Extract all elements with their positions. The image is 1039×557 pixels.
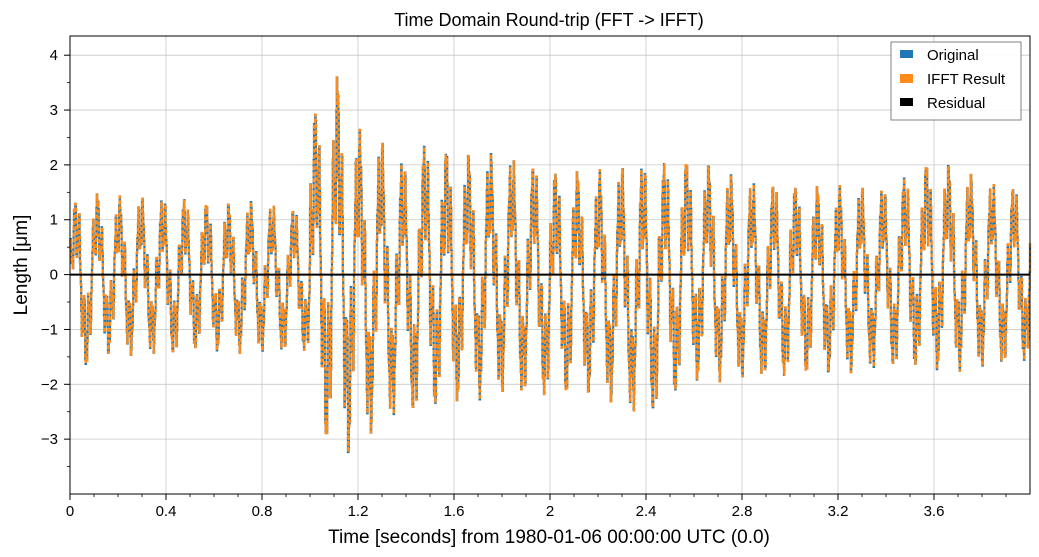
axis-ticks: 0 0.4 0.8 1.2 1.6 2 2.4 2.8 3.2 3.6 −3 −2 −1 0 1 2 3 4 [41,47,1007,520]
x-tick-label: 1.2 [348,503,369,520]
legend-swatch [900,74,913,83]
x-tick-label: 0.8 [252,503,273,520]
x-tick-label: 0.4 [156,503,177,520]
x-tick-label: 1.6 [444,503,465,520]
legend: Original IFFT Result Residual [890,41,1022,121]
y-tick-label: 1 [50,212,58,229]
x-tick-label: 3.6 [924,503,945,520]
y-tick-label: 0 [50,267,58,284]
y-tick-label: −3 [41,431,58,448]
legend-swatch [900,98,913,106]
x-tick-label: 3.2 [828,503,849,520]
y-tick-label: −1 [41,321,58,338]
x-tick-label: 0 [66,503,74,520]
y-tick-label: 2 [50,157,58,174]
y-tick-label: −2 [41,376,58,393]
x-tick-label: 2.4 [636,503,657,520]
legend-label: Original [927,47,979,64]
legend-swatch [900,50,913,58]
x-axis-label: Time [seconds] from 1980-01-06 00:00:00 … [328,527,770,548]
chart-title: Time Domain Round-trip (FFT -> IFFT) [394,10,704,30]
legend-label: Residual [927,95,985,112]
y-tick-label: 3 [50,102,58,119]
y-axis-label: Length [μm] [11,215,32,316]
series-layer [69,76,1032,454]
series-ifft-result [69,76,1032,454]
y-tick-label: 4 [50,47,58,64]
legend-label: IFFT Result [927,71,1006,88]
x-tick-label: 2.8 [732,503,753,520]
x-tick-label: 2 [546,503,554,520]
